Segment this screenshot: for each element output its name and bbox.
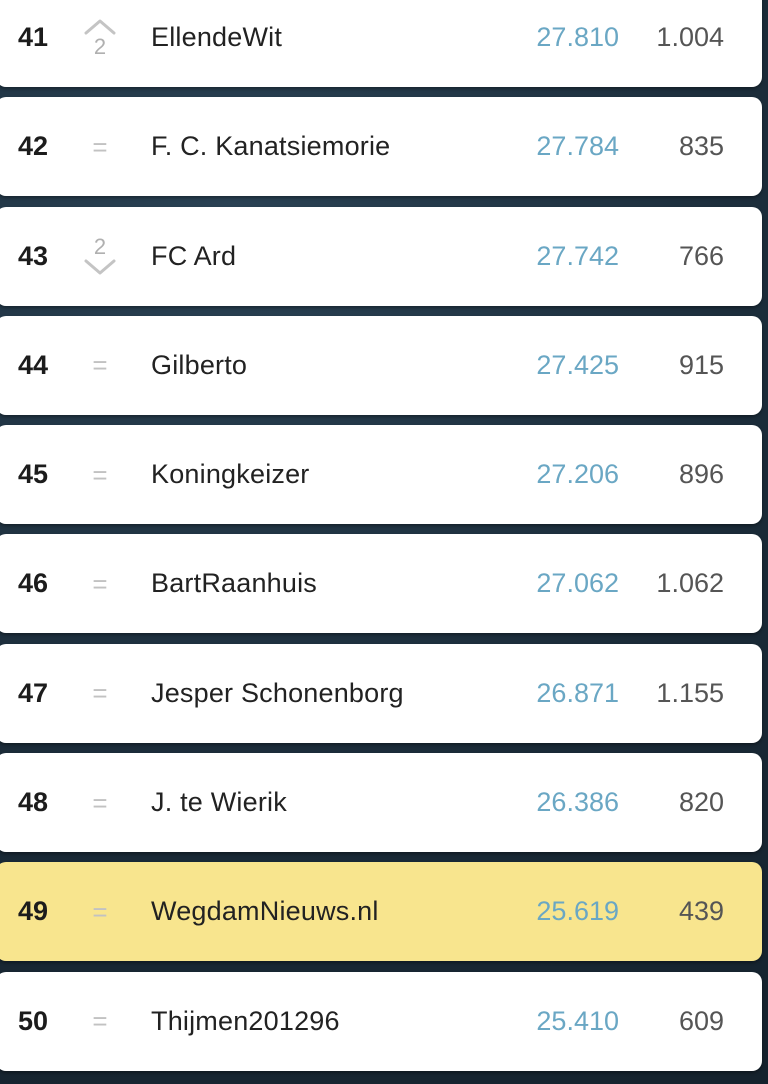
team-points: 25.410 <box>536 1005 619 1036</box>
team-secondary-value: 439 <box>678 896 724 927</box>
team-name[interactable]: EllendeWit <box>151 22 283 52</box>
rank-unchanged-icon: = <box>92 787 108 818</box>
rank-number: 45 <box>18 459 49 490</box>
rank-number: 49 <box>18 896 49 927</box>
team-name[interactable]: F. C. Kanatsiemorie <box>151 131 391 162</box>
rank-change: = <box>82 335 118 395</box>
ranking-row[interactable]: 45 = Koningkeizer 27.206 896 <box>0 425 762 525</box>
rank-number: 43 <box>18 240 49 271</box>
team-secondary-value: 1.062 <box>656 568 724 599</box>
rank-unchanged-icon: = <box>92 896 108 927</box>
rank-unchanged-icon: = <box>92 350 108 381</box>
ranking-row[interactable]: 41 2 EllendeWit 27.810 1.004 <box>0 0 762 87</box>
ranking-row[interactable]: 42 = F. C. Kanatsiemorie 27.784 835 <box>0 97 762 197</box>
chevron-down-icon <box>84 259 116 275</box>
team-name[interactable]: J. te Wierik <box>151 787 287 818</box>
rank-change-value: 2 <box>93 33 107 59</box>
rank-unchanged-icon: = <box>92 568 108 599</box>
rank-number: 44 <box>18 349 49 380</box>
team-points: 27.062 <box>536 568 619 599</box>
rank-number: 41 <box>18 22 49 52</box>
rank-change: 2 <box>82 226 118 286</box>
team-secondary-value: 609 <box>678 1005 724 1036</box>
ranking-row[interactable]: 43 2 FC Ard 27.742 766 <box>0 206 762 306</box>
ranking-row[interactable]: 44 = Gilberto 27.425 915 <box>0 315 762 415</box>
team-secondary-value: 820 <box>678 787 724 818</box>
team-name[interactable]: Jesper Schonenborg <box>151 677 404 708</box>
rank-unchanged-icon: = <box>92 1006 108 1037</box>
team-points: 27.810 <box>536 22 619 52</box>
rank-unchanged-icon: = <box>92 678 108 709</box>
team-name[interactable]: WegdamNieuws.nl <box>151 896 379 927</box>
ranking-row-own-team[interactable]: 49 = WegdamNieuws.nl 25.619 439 <box>0 862 762 962</box>
team-points: 27.742 <box>536 240 619 271</box>
rank-change: = <box>82 773 118 833</box>
rank-change: = <box>82 991 118 1051</box>
team-secondary-value: 915 <box>678 349 724 380</box>
rank-change-value: 2 <box>93 234 107 260</box>
team-secondary-value: 1.155 <box>656 677 724 708</box>
rank-change: 2 <box>82 8 118 68</box>
ranking-row[interactable]: 48 = J. te Wierik 26.386 820 <box>0 753 762 853</box>
rank-change: = <box>82 663 118 723</box>
rank-unchanged-icon: = <box>92 131 108 162</box>
rank-change: = <box>82 554 118 614</box>
chevron-up-icon <box>84 19 116 34</box>
team-name[interactable]: Gilberto <box>151 349 248 380</box>
team-name[interactable]: FC Ard <box>151 240 237 271</box>
team-name[interactable]: Koningkeizer <box>151 459 310 490</box>
team-secondary-value: 766 <box>678 240 724 271</box>
team-points: 26.871 <box>536 677 619 708</box>
rank-change: = <box>82 445 118 505</box>
team-points: 26.386 <box>536 787 619 818</box>
team-points: 25.619 <box>536 896 619 927</box>
rank-number: 47 <box>18 677 49 708</box>
rank-change: = <box>82 882 118 942</box>
rank-number: 46 <box>18 568 49 599</box>
rank-number: 48 <box>18 787 49 818</box>
ranking-row[interactable]: 47 = Jesper Schonenborg 26.871 1.155 <box>0 643 762 743</box>
team-points: 27.206 <box>536 459 619 490</box>
ranking-row[interactable]: 50 = Thijmen201296 25.410 609 <box>0 971 762 1071</box>
team-name[interactable]: BartRaanhuis <box>151 568 317 599</box>
rank-change: = <box>82 117 118 177</box>
ranking-row[interactable]: 46 = BartRaanhuis 27.062 1.062 <box>0 534 762 634</box>
team-secondary-value: 1.004 <box>656 22 724 52</box>
rank-number: 50 <box>18 1005 49 1036</box>
rank-number: 42 <box>18 131 49 162</box>
team-points: 27.425 <box>536 349 619 380</box>
team-secondary-value: 896 <box>678 459 724 490</box>
team-points: 27.784 <box>536 131 619 162</box>
team-name[interactable]: Thijmen201296 <box>151 1005 340 1036</box>
rank-unchanged-icon: = <box>92 459 108 490</box>
team-secondary-value: 835 <box>678 131 724 162</box>
